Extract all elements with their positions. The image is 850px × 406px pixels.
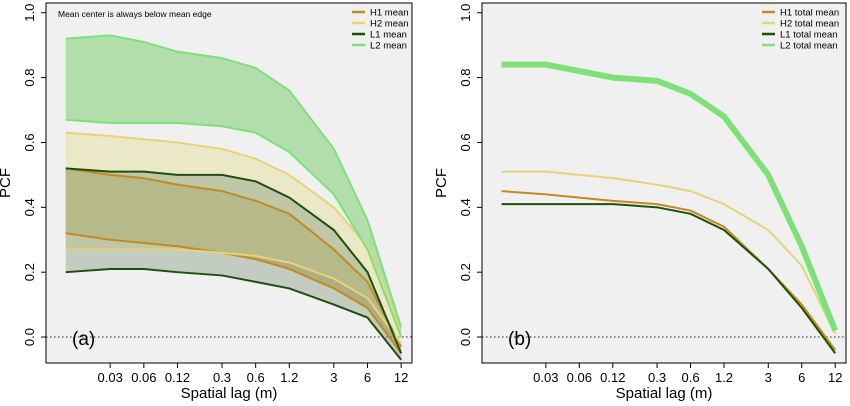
x-tick-label: 0.6 (247, 370, 265, 385)
series-line-h1-total-mean (501, 190, 837, 351)
y-tick-label: 0.6 (458, 133, 473, 151)
legend-entry: H2 mean (370, 19, 409, 30)
y-tick-label: 0.0 (458, 328, 473, 346)
series-line-lower-l2-mean (65, 118, 403, 338)
legend-entry: L1 mean (370, 30, 407, 41)
x-tick-label: 0.06 (567, 370, 592, 385)
annotation-text: Mean center is always below mean edge (58, 9, 212, 19)
series-line-l2-total-mean (501, 61, 839, 332)
plot-frame (481, 2, 847, 364)
x-tick-label: 3 (765, 370, 772, 385)
y-tick-label: 0.2 (458, 263, 473, 281)
y-tick-label: 1.0 (458, 4, 473, 22)
series-line-upper-h2-mean (65, 131, 403, 331)
series-line-upper-h1-mean (65, 167, 403, 348)
legend-entry: H1 total mean (780, 8, 839, 19)
x-tick-label: 0.12 (600, 370, 625, 385)
band-l2-mean (65, 35, 402, 338)
band-l1-mean (65, 168, 402, 360)
y-axis-label: PCF (0, 168, 14, 198)
legend-entry: L2 mean (370, 41, 407, 52)
x-tick-label: 0.3 (648, 370, 666, 385)
x-axis-label: Spatial lag (m) (181, 385, 278, 402)
y-tick-label: 0.8 (458, 69, 473, 87)
plot-area (501, 61, 839, 354)
legend-entry: H1 mean (370, 8, 409, 19)
x-tick-label: 0.3 (213, 370, 231, 385)
band-h2-mean (65, 132, 402, 344)
x-tick-label: 0.12 (165, 370, 190, 385)
y-tick-label: 0.0 (22, 328, 37, 346)
series-line-h2-total-mean (501, 170, 837, 335)
y-tick-label: 0.4 (22, 198, 37, 216)
y-axis-label: PCF (433, 168, 450, 198)
plot-background (482, 3, 846, 363)
y-tick-label: 0.8 (22, 69, 37, 87)
panel-a: 0.0 0.2 0.4 0.6 0.8 1.0 0.03 0.06 0.12 0.3 0.6 1.2 3… (0, 2, 413, 402)
y-tick-label: 0.4 (458, 198, 473, 216)
series-line-lower-h2-mean (65, 248, 402, 345)
panel-b: 0.0 0.2 0.4 0.6 0.8 1.0 0.03 0.06 0.12 0.3 0.6 1.2 3… (433, 2, 847, 402)
x-tick-label: 0.6 (681, 370, 699, 385)
x-tick-label: 0.03 (98, 370, 123, 385)
series-line-upper-l2-mean (65, 34, 403, 328)
legend-entry: H2 total mean (780, 19, 839, 30)
x-tick-label: 0.03 (533, 370, 558, 385)
y-tick-label: 0.2 (22, 263, 37, 281)
x-tick-label: 3 (330, 370, 337, 385)
panel-label: (a) (72, 329, 95, 350)
series-line-l1-total-mean (501, 203, 837, 354)
legend-entry: L1 total mean (780, 30, 838, 41)
series-line-lower-h1-mean (65, 232, 402, 354)
x-axis-label: Spatial lag (m) (616, 385, 713, 402)
y-tick-label: 0.6 (22, 133, 37, 151)
series-line-lower-l1-mean (65, 267, 402, 361)
plot-frame (45, 2, 413, 364)
x-tick-label: 1.2 (715, 370, 733, 385)
x-tick-label: 12 (394, 370, 408, 385)
x-tick-label: 0.06 (131, 370, 156, 385)
series-line-upper-l1-mean (65, 167, 403, 354)
y-tick-label: 1.0 (22, 4, 37, 22)
panel-label: (b) (508, 329, 531, 350)
legend-entry: L2 total mean (780, 41, 838, 52)
plot-area (65, 34, 403, 361)
x-tick-label: 1.2 (280, 370, 298, 385)
x-tick-label: 6 (364, 370, 371, 385)
x-tick-label: 6 (798, 370, 805, 385)
x-tick-label: 12 (828, 370, 842, 385)
